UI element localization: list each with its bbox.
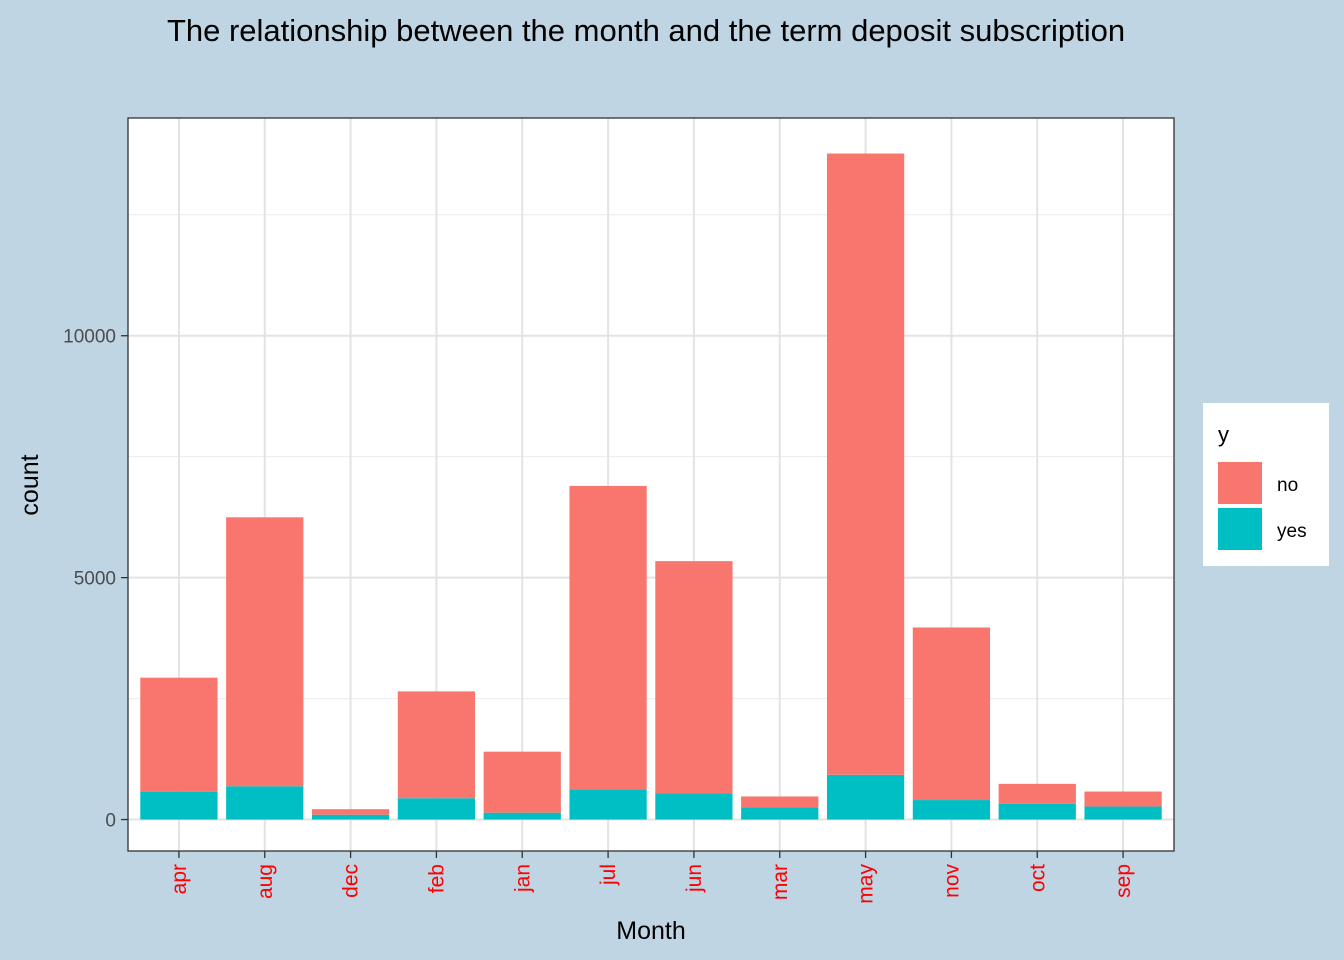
x-tick-label-oct: oct: [1026, 864, 1049, 892]
bar-jan-yes: [483, 812, 561, 820]
legend-label-yes: yes: [1277, 521, 1307, 542]
x-tick-label-apr: apr: [168, 864, 191, 894]
x-tick-label-nov: nov: [940, 864, 963, 898]
x-tick-label-may: may: [855, 864, 878, 904]
bar-apr-yes: [140, 791, 218, 820]
bar-jan-no: [483, 751, 561, 813]
bar-sep-no: [1084, 791, 1162, 807]
y-tick-label: 5000: [74, 569, 116, 590]
legend-key-yes: [1218, 508, 1262, 550]
x-tick-label-mar: mar: [769, 864, 792, 900]
x-axis: apr aug dec feb jan jul jun mar may nov oct sep: [168, 851, 1135, 904]
legend: y no yes: [1203, 403, 1329, 566]
chart-title: The relationship between the month and t…: [167, 13, 1125, 48]
x-tick-label-jul: jul: [597, 864, 620, 886]
plot-border: [127, 117, 1175, 852]
bar-nov-no: [912, 627, 991, 801]
bar-dec-yes: [311, 814, 390, 820]
bars: [140, 153, 1162, 820]
bar-jun-no: [655, 561, 733, 794]
legend-title: y: [1218, 422, 1229, 447]
bar-jul-no: [569, 485, 647, 790]
x-axis-title: Month: [616, 917, 685, 945]
bar-jun-yes: [655, 793, 733, 820]
bar-mar-yes: [741, 807, 819, 820]
x-tick-label-dec: dec: [340, 864, 363, 898]
x-tick-label-aug: aug: [254, 864, 277, 899]
x-tick-label-jun: jun: [683, 864, 706, 893]
bar-oct-no: [998, 783, 1076, 804]
legend-key-no: [1218, 462, 1262, 504]
bar-sep-yes: [1084, 806, 1162, 820]
bar-jul-yes: [569, 789, 647, 820]
y-axis: 0 5000 10000: [63, 327, 128, 832]
y-tick-label: 0: [105, 811, 116, 832]
bar-feb-no: [397, 691, 476, 799]
bar-aug-yes: [226, 786, 304, 820]
bar-may-no: [826, 153, 905, 775]
bar-oct-yes: [998, 803, 1076, 820]
bar-aug-no: [226, 517, 304, 787]
bar-may-yes: [826, 774, 905, 820]
x-tick-label-sep: sep: [1112, 864, 1135, 898]
bar-feb-yes: [397, 798, 476, 820]
x-tick-label-feb: feb: [425, 864, 448, 893]
y-axis-title: count: [16, 454, 44, 515]
bar-dec-no: [311, 809, 390, 815]
x-tick-label-jan: jan: [511, 864, 534, 893]
y-tick-label: 10000: [63, 327, 116, 348]
bar-nov-yes: [912, 800, 991, 820]
legend-label-no: no: [1277, 475, 1298, 496]
bar-apr-no: [140, 677, 218, 792]
bar-mar-no: [741, 796, 819, 808]
